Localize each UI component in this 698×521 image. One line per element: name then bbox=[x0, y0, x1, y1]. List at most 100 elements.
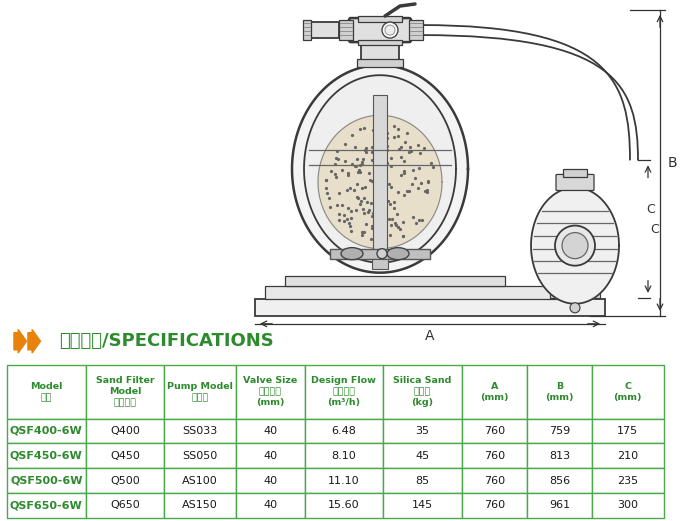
Bar bbox=[164, 443, 236, 468]
Circle shape bbox=[382, 22, 398, 38]
Text: QSF650-6W: QSF650-6W bbox=[10, 500, 82, 510]
Text: 856: 856 bbox=[549, 476, 570, 486]
Text: 760: 760 bbox=[484, 426, 505, 436]
Text: SS050: SS050 bbox=[183, 451, 218, 461]
Bar bbox=[7, 418, 86, 443]
Text: QSF450-6W: QSF450-6W bbox=[10, 451, 82, 461]
Bar bbox=[361, 42, 399, 65]
Text: C: C bbox=[650, 222, 659, 235]
Bar bbox=[86, 468, 164, 493]
Text: 40: 40 bbox=[263, 500, 277, 510]
Bar bbox=[409, 20, 423, 40]
Bar bbox=[255, 299, 605, 316]
Bar bbox=[86, 365, 164, 418]
Bar bbox=[304, 418, 383, 443]
Polygon shape bbox=[304, 75, 456, 263]
Bar bbox=[358, 16, 402, 22]
Bar bbox=[164, 468, 236, 493]
Text: AS100: AS100 bbox=[182, 476, 218, 486]
Bar bbox=[555, 281, 595, 293]
Bar bbox=[383, 418, 462, 443]
Text: B: B bbox=[668, 156, 678, 170]
Bar bbox=[304, 443, 383, 468]
Bar bbox=[372, 258, 388, 269]
Text: 8.10: 8.10 bbox=[332, 451, 356, 461]
Text: 技术参数/SPECIFICATIONS: 技术参数/SPECIFICATIONS bbox=[59, 332, 274, 350]
Bar bbox=[592, 418, 664, 443]
Text: A
(mm): A (mm) bbox=[480, 382, 509, 402]
Bar bbox=[265, 286, 590, 299]
Bar bbox=[164, 493, 236, 518]
Text: 40: 40 bbox=[263, 426, 277, 436]
Text: Silica Sand
石英砂
(kg): Silica Sand 石英砂 (kg) bbox=[394, 376, 452, 407]
Circle shape bbox=[377, 249, 387, 258]
Bar bbox=[304, 493, 383, 518]
Bar bbox=[462, 443, 527, 468]
Bar bbox=[304, 468, 383, 493]
Text: Pump Model
泵型号: Pump Model 泵型号 bbox=[168, 382, 233, 402]
Text: 40: 40 bbox=[263, 451, 277, 461]
Bar bbox=[527, 418, 592, 443]
Bar bbox=[462, 365, 527, 418]
FancyBboxPatch shape bbox=[349, 18, 411, 42]
Circle shape bbox=[385, 25, 395, 35]
Bar bbox=[373, 95, 387, 260]
Text: Q400: Q400 bbox=[110, 426, 140, 436]
Bar bbox=[462, 468, 527, 493]
Bar bbox=[550, 292, 600, 298]
Polygon shape bbox=[318, 115, 442, 249]
Text: 145: 145 bbox=[412, 500, 433, 510]
Text: 45: 45 bbox=[415, 451, 429, 461]
Bar bbox=[309, 22, 339, 38]
Bar bbox=[592, 443, 664, 468]
Text: 760: 760 bbox=[484, 476, 505, 486]
Bar bbox=[7, 493, 86, 518]
Text: Q450: Q450 bbox=[110, 451, 140, 461]
Bar bbox=[236, 418, 304, 443]
Bar bbox=[236, 443, 304, 468]
Text: QSF400-6W: QSF400-6W bbox=[10, 426, 82, 436]
Bar bbox=[236, 493, 304, 518]
Bar bbox=[462, 418, 527, 443]
Bar bbox=[304, 365, 383, 418]
Bar bbox=[527, 468, 592, 493]
Text: 6.48: 6.48 bbox=[332, 426, 356, 436]
Text: 235: 235 bbox=[617, 476, 638, 486]
Ellipse shape bbox=[341, 247, 363, 259]
Text: Q500: Q500 bbox=[110, 476, 140, 486]
Bar bbox=[285, 276, 505, 286]
Text: 300: 300 bbox=[617, 500, 638, 510]
Bar bbox=[86, 443, 164, 468]
Text: B
(mm): B (mm) bbox=[545, 382, 574, 402]
Polygon shape bbox=[531, 188, 619, 304]
Circle shape bbox=[570, 303, 580, 313]
Bar bbox=[358, 40, 402, 45]
Bar bbox=[527, 365, 592, 418]
Bar bbox=[383, 443, 462, 468]
Bar bbox=[527, 443, 592, 468]
Text: 175: 175 bbox=[617, 426, 638, 436]
Bar bbox=[86, 418, 164, 443]
Polygon shape bbox=[292, 65, 468, 272]
Text: Model
型号: Model 型号 bbox=[30, 382, 63, 402]
Bar bbox=[164, 365, 236, 418]
Bar bbox=[303, 20, 311, 40]
Text: C: C bbox=[646, 203, 655, 216]
Bar bbox=[383, 493, 462, 518]
Bar bbox=[86, 493, 164, 518]
Text: A: A bbox=[425, 329, 435, 343]
Circle shape bbox=[555, 226, 595, 266]
Text: Design Flow
设计流量
(m³/h): Design Flow 设计流量 (m³/h) bbox=[311, 376, 376, 407]
Text: 760: 760 bbox=[484, 500, 505, 510]
Ellipse shape bbox=[387, 247, 409, 259]
Text: 759: 759 bbox=[549, 426, 570, 436]
Text: C
(mm): C (mm) bbox=[614, 382, 642, 402]
Bar bbox=[236, 365, 304, 418]
Circle shape bbox=[562, 232, 588, 258]
Bar bbox=[383, 468, 462, 493]
Text: Valve Size
接口尺寸
(mm): Valve Size 接口尺寸 (mm) bbox=[243, 376, 297, 407]
Bar bbox=[462, 493, 527, 518]
Bar bbox=[592, 468, 664, 493]
Text: 85: 85 bbox=[415, 476, 429, 486]
Text: Q650: Q650 bbox=[110, 500, 140, 510]
